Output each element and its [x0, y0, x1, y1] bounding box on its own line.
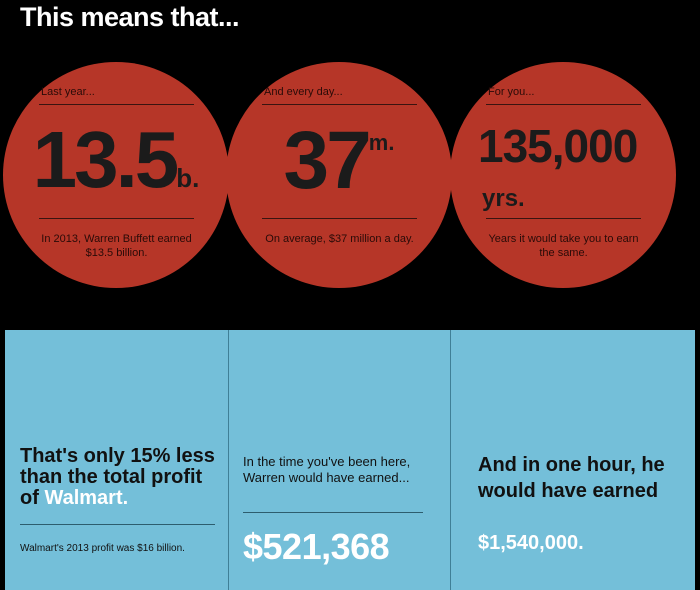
panel-text: In the time you've been here, Warren wou… — [243, 454, 411, 485]
amount: $1,540,000. — [478, 532, 584, 554]
circle-number: 135,000 yrs. — [478, 123, 700, 212]
stat-circle: Last year... 13.5b. In 2013, Warren Buff… — [3, 62, 229, 288]
number: 13.5 — [32, 115, 180, 204]
unit: m. — [368, 130, 395, 155]
circle-top: Last year... — [41, 86, 95, 98]
separator — [450, 330, 451, 590]
number: 135,000 — [478, 120, 638, 172]
rule — [243, 512, 423, 513]
circle-top: And every day... — [264, 86, 343, 98]
circle-top: For you... — [488, 86, 535, 98]
rule — [486, 104, 641, 105]
circle-number: 37m. — [226, 114, 452, 208]
info-panel: That's only 15% less than the total prof… — [5, 330, 695, 590]
rule — [262, 104, 417, 105]
panel-text: And in one hour, he would have earned — [478, 454, 665, 502]
panel-text: That's only 15% less than the total prof… — [20, 446, 220, 509]
unit: b. — [176, 163, 200, 193]
title: This means that... — [20, 2, 240, 32]
rule — [262, 218, 417, 219]
rule — [39, 104, 194, 105]
circle-caption: On average, $37 million a day. — [265, 233, 414, 245]
separator — [228, 330, 229, 590]
text: That's only 15% less than the total prof… — [20, 445, 215, 509]
number: 37 — [283, 115, 372, 206]
amount: $521,368 — [243, 526, 390, 567]
circle-caption: In 2013, Warren Buffett earned $13.5 bil… — [41, 233, 192, 259]
rule — [39, 218, 194, 219]
stat-circle: And every day... 37m. On average, $37 mi… — [226, 62, 452, 288]
unit: yrs. — [482, 185, 525, 212]
circle-number: 13.5b. — [3, 114, 229, 206]
rule — [20, 524, 215, 525]
stat-circle: For you... 135,000 yrs. Years it would ta… — [450, 62, 676, 288]
circle-caption: Years it would take you to earn the same… — [488, 233, 639, 259]
panel-caption: Walmart's 2013 profit was $16 billion. — [20, 543, 185, 554]
rule — [486, 218, 641, 219]
highlight: Walmart. — [44, 487, 129, 509]
